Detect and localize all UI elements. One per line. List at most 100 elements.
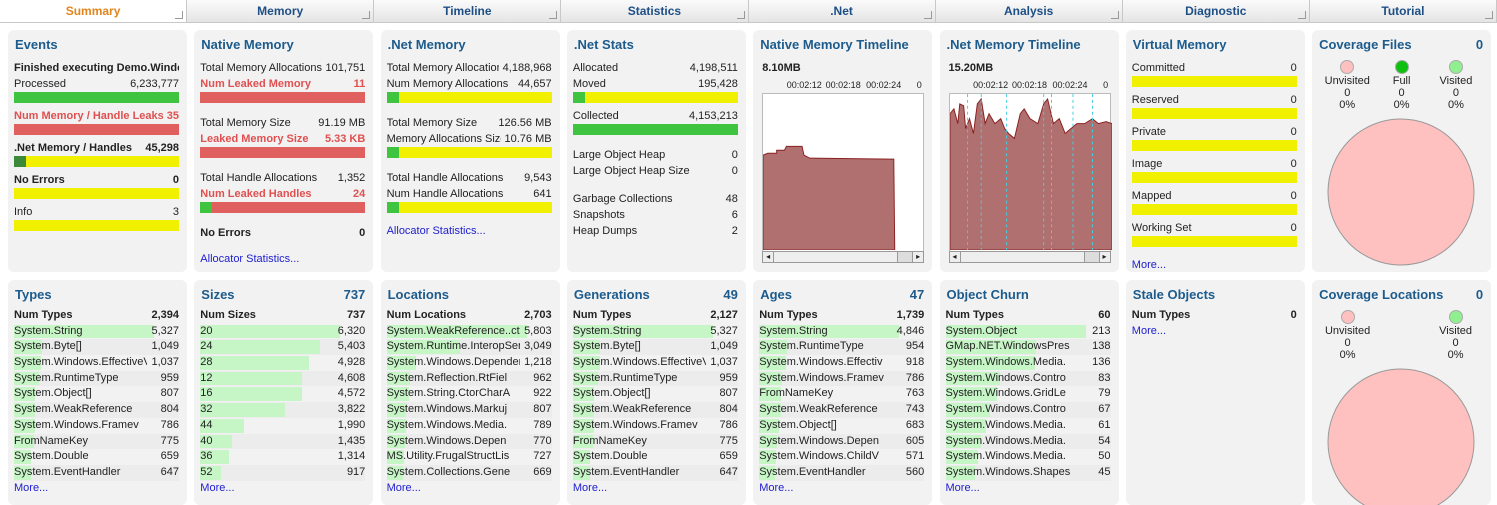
group: Total Handle Allocations 1,352 Num Leaked … <box>200 170 366 213</box>
table-row[interactable]: System.Windows.Media. 789 <box>386 418 552 434</box>
table-row[interactable]: System.EventHandler 647 <box>572 464 738 481</box>
table-row[interactable]: GMap.NET.WindowsPres 138 <box>945 339 1111 356</box>
table-row[interactable]: System.EventHandler 560 <box>759 464 925 481</box>
table-row[interactable]: System.Runtime.InteropServ 3,049 <box>386 339 552 356</box>
legend-item: Full 0 0% <box>1374 60 1428 111</box>
table-row[interactable]: System.Windows.Framev 786 <box>572 418 738 434</box>
panel-title: Coverage Locations <box>1319 287 1444 302</box>
table-row[interactable]: FromNameKey 775 <box>572 433 738 450</box>
table-row[interactable]: 24 5,403 <box>200 339 366 356</box>
link[interactable]: Allocator Statistics... <box>200 253 300 265</box>
link[interactable]: Allocator Statistics... <box>386 225 486 237</box>
link[interactable]: More... <box>14 481 49 494</box>
stat-value: 641 <box>533 188 552 200</box>
panel: Ages 47 Num Types 1,739 System.String 4,846 Sy… <box>753 280 933 505</box>
table-row[interactable]: System.Windows.Contro 67 <box>945 402 1111 418</box>
table-row[interactable]: 12 4,608 <box>200 370 366 387</box>
row-value: 804 <box>160 403 179 416</box>
table-row[interactable]: System.WeakReference 804 <box>14 402 179 418</box>
table-row[interactable]: System.Windows.GridLe 79 <box>945 386 1111 402</box>
table-row[interactable]: System.Windows.Contro 83 <box>945 370 1111 387</box>
link[interactable]: More... <box>1131 259 1167 271</box>
table-row[interactable]: System.WeakReference..ctc 5,803 <box>386 324 552 340</box>
table-row[interactable]: System.Object[] 807 <box>14 386 179 402</box>
table-row[interactable]: System.Windows.Dependen 1,218 <box>386 355 552 371</box>
table-row[interactable]: System.EventHandler 647 <box>14 464 179 481</box>
table-row[interactable]: System.Windows.Shapes 45 <box>945 464 1111 481</box>
table-row[interactable]: System.String 4,846 <box>759 324 924 340</box>
row-value: 917 <box>346 465 366 478</box>
link[interactable]: More... <box>945 481 980 494</box>
tab[interactable]: .Net <box>748 0 936 23</box>
tab[interactable]: Memory <box>187 0 375 23</box>
table-row[interactable]: System.Double 659 <box>572 449 738 465</box>
legend-name: Visited <box>1439 325 1472 337</box>
scrollbar[interactable]: ◂ ▸ <box>948 251 1111 263</box>
table-row[interactable]: System.RuntimeType 959 <box>572 370 738 387</box>
table-row[interactable]: 52 917 <box>200 464 366 481</box>
stat-row: Allocated 4,198,511 <box>573 60 738 76</box>
row-value: 775 <box>719 434 738 447</box>
row-label: 28 <box>200 356 213 369</box>
table-row[interactable]: 20 6,320 <box>200 324 365 340</box>
table-row[interactable]: System.WeakReference 804 <box>572 402 738 418</box>
table-row[interactable]: System.Object[] 807 <box>572 386 738 402</box>
table-row[interactable]: System.Windows.Media. 61 <box>945 418 1111 434</box>
link[interactable]: More... <box>572 481 608 494</box>
table-row[interactable]: System.Windows.Depen 770 <box>386 433 552 450</box>
stat-bar <box>572 92 738 103</box>
table-row[interactable]: System.Reflection.RtFiel 962 <box>386 370 552 387</box>
panel-title: Native Memory Timeline <box>760 37 909 52</box>
link[interactable]: More... <box>200 481 235 494</box>
table-row[interactable]: System.Windows.Framev 786 <box>14 418 179 434</box>
table-row[interactable]: 44 1,990 <box>200 418 365 434</box>
tab[interactable]: Diagnostic <box>1122 0 1310 23</box>
row-highlight <box>759 340 787 355</box>
table-row[interactable]: System.Windows.EffectiveV 1,037 <box>572 355 738 371</box>
table-row[interactable]: System.Double 659 <box>14 449 179 465</box>
table-row[interactable]: System.Windows.EffectiveV 1,037 <box>14 355 179 371</box>
table-row[interactable]: System.Byte[] 1,049 <box>14 339 179 356</box>
table-row[interactable]: System.Byte[] 1,049 <box>572 339 738 356</box>
table-row[interactable]: 28 4,928 <box>200 355 365 371</box>
table-row[interactable]: System.Windows.ChildV 571 <box>759 449 924 465</box>
table-row[interactable]: MS.Utility.FrugalStructLis 727 <box>386 449 552 465</box>
table-row[interactable]: 32 3,822 <box>200 402 366 418</box>
link[interactable]: More... <box>759 481 794 494</box>
link[interactable]: More... <box>1131 324 1167 337</box>
table-row[interactable]: System.RuntimeType 959 <box>14 370 179 387</box>
tab[interactable]: Analysis <box>935 0 1123 23</box>
table-row[interactable]: System.Object[] 683 <box>759 418 924 434</box>
tab[interactable]: Statistics <box>561 0 749 23</box>
table-row[interactable]: System.Windows.Effectiv 918 <box>759 355 924 371</box>
tab[interactable]: Tutorial <box>1309 0 1497 23</box>
table-row[interactable]: System.RuntimeType 954 <box>759 339 925 356</box>
table-row[interactable]: System.WeakReference 743 <box>759 402 925 418</box>
table-row[interactable]: FromNameKey 775 <box>14 433 179 450</box>
table-row[interactable]: System.Windows.Media. 54 <box>945 433 1111 450</box>
table-row[interactable]: FromNameKey 763 <box>759 386 924 402</box>
link[interactable]: More... <box>386 481 421 494</box>
table-row[interactable]: 40 1,435 <box>200 433 366 450</box>
table-row[interactable]: System.Windows.Framev 786 <box>759 370 925 387</box>
table-row[interactable]: System.String 5,327 <box>572 324 738 340</box>
table-row[interactable]: System.String.CtorCharA 922 <box>386 386 552 402</box>
tab[interactable]: Summary <box>0 0 188 23</box>
scrollbar[interactable]: ◂ ▸ <box>762 251 925 263</box>
table-row[interactable]: System.Windows.Markuj 807 <box>386 402 552 418</box>
table-row[interactable]: System.Windows.Media. 136 <box>945 355 1111 371</box>
row-value: 669 <box>533 465 552 478</box>
table-row[interactable]: System.Windows.Media. 50 <box>945 449 1111 465</box>
table-row[interactable]: System.Object 213 <box>945 324 1111 340</box>
row-highlight <box>572 324 713 339</box>
stat-row: Processed 6,233,777 <box>14 76 179 92</box>
tab[interactable]: Timeline <box>374 0 562 23</box>
legend-pct: 0% <box>1447 99 1464 111</box>
scroll-thumb <box>897 252 913 262</box>
table-row[interactable]: System.Windows.Depen 605 <box>759 433 925 450</box>
table-row[interactable]: 16 4,572 <box>200 386 365 402</box>
table-row[interactable]: System.String 5,327 <box>14 324 179 340</box>
table-row[interactable]: System.Collections.Gene 669 <box>386 464 552 481</box>
table-row[interactable]: 36 1,314 <box>200 449 365 465</box>
legend-dot <box>1340 310 1355 324</box>
